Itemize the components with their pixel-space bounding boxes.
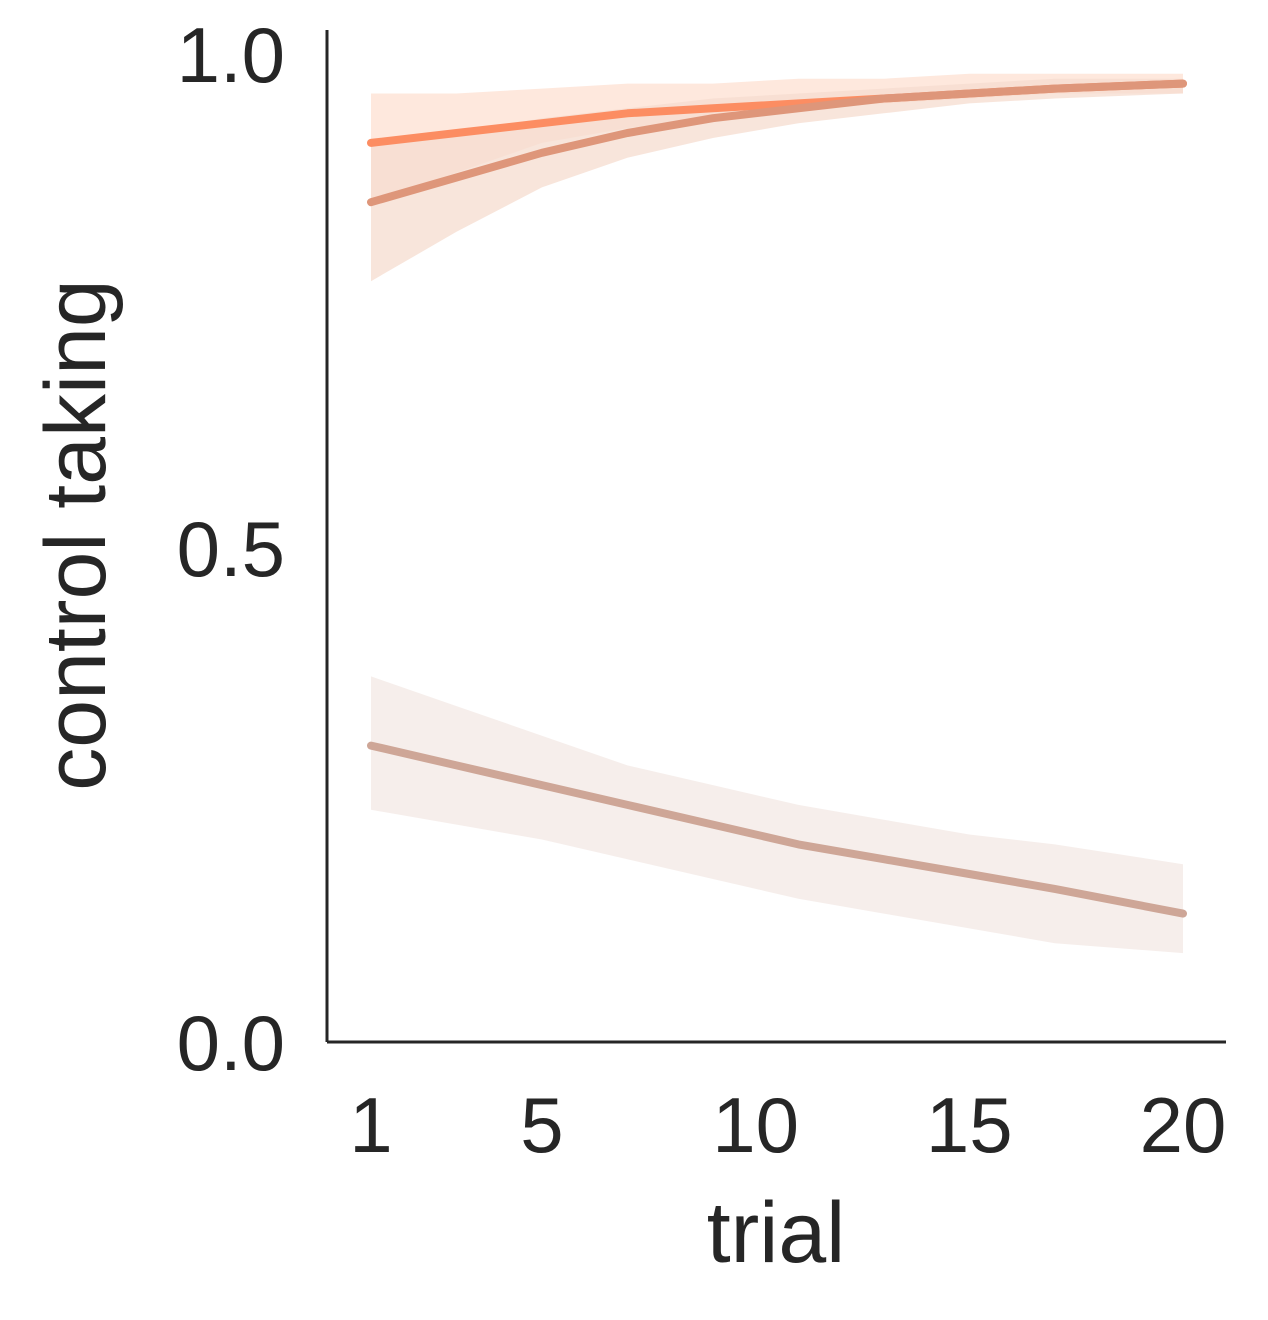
confidence-band-1 <box>371 73 1183 203</box>
y-axis-label: control taking <box>28 279 124 791</box>
x-tick-label: 5 <box>520 1081 563 1169</box>
y-tick-label: 1.0 <box>177 11 285 99</box>
x-tick-label: 10 <box>712 1081 799 1169</box>
y-tick-label: 0.5 <box>177 505 285 593</box>
series-line-3 <box>367 741 1187 918</box>
y-tick-labels: 0.0 0.5 1.0 <box>177 11 285 1087</box>
confidence-band-3 <box>371 676 1183 954</box>
x-axis-label: trial <box>707 1185 846 1281</box>
series-line-2 <box>367 79 1187 207</box>
x-tick-label: 20 <box>1140 1081 1227 1169</box>
x-tick-label: 15 <box>926 1081 1013 1169</box>
x-tick-labels: 1 5 10 15 20 <box>349 1081 1226 1169</box>
x-tick-label: 1 <box>349 1081 392 1169</box>
confidence-bands <box>371 73 1183 954</box>
series-lines <box>367 79 1187 918</box>
y-tick-label: 0.0 <box>177 999 285 1087</box>
confidence-band-2 <box>371 78 1183 282</box>
